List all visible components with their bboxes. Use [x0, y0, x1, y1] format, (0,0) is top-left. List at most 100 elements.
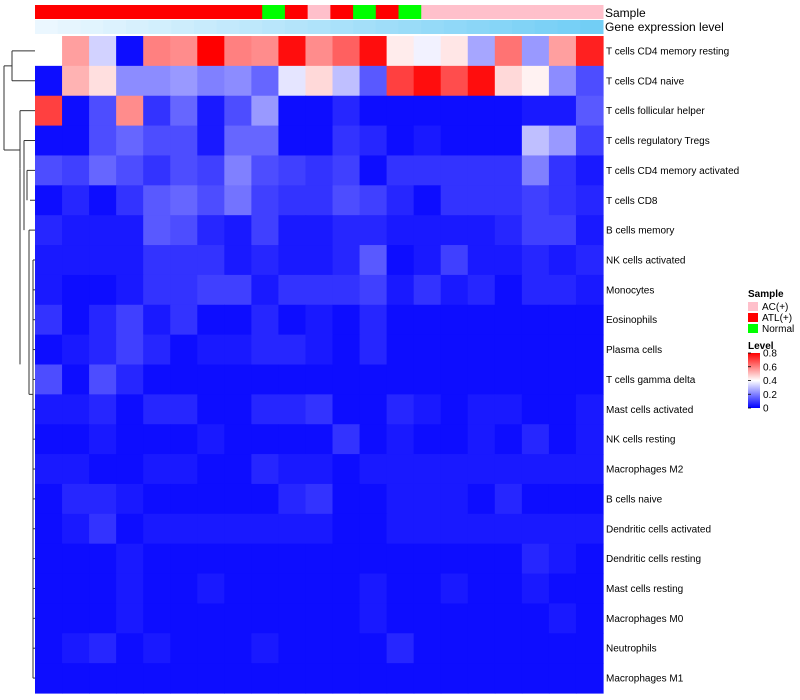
heatmap-cell — [143, 125, 171, 157]
heatmap-cell — [548, 603, 577, 634]
heatmap-cell — [197, 185, 225, 216]
heatmap-cell — [575, 125, 604, 157]
heatmap-cell — [170, 185, 198, 216]
heatmap-cell — [440, 304, 469, 336]
heatmap-cell — [278, 215, 307, 246]
heatmap-cell — [224, 513, 252, 545]
heatmap-cell — [116, 663, 144, 694]
heatmap-cell — [386, 95, 415, 127]
heatmap-cell — [413, 245, 442, 276]
heatmap-cell — [467, 36, 496, 67]
heatmap-cell — [305, 95, 334, 127]
heatmap-cell — [359, 215, 388, 246]
row-label: Macrophages M1 — [606, 674, 684, 685]
heatmap-cell — [413, 424, 442, 455]
heatmap-cell — [35, 334, 63, 366]
heatmap-cell — [143, 65, 171, 97]
legend-swatch-normal — [748, 324, 758, 333]
heatmap-cell — [548, 36, 577, 67]
heatmap-cell — [440, 95, 469, 127]
heatmap-cell — [116, 543, 144, 575]
heatmap-cell — [116, 633, 144, 664]
heatmap-cell — [440, 274, 469, 306]
heatmap-cell — [89, 215, 117, 246]
heatmap-cell — [143, 95, 171, 127]
heatmap-cell — [143, 215, 171, 246]
heatmap-cell — [170, 215, 198, 246]
heatmap-cell — [494, 394, 523, 425]
heatmap-cell — [575, 483, 604, 515]
row-label: Macrophages M0 — [606, 614, 684, 625]
heatmap-cell — [413, 483, 442, 515]
heatmap-cell — [170, 95, 198, 127]
heatmap-cell — [62, 364, 90, 395]
row-label: Mast cells resting — [606, 584, 683, 595]
heatmap-cell — [305, 483, 334, 515]
gene-annotation-cell — [512, 20, 536, 34]
gene-annotation-cell — [489, 20, 513, 34]
heatmap-cell — [305, 304, 334, 336]
heatmap-cell — [305, 245, 334, 276]
heatmap-cell — [386, 603, 415, 634]
heatmap-cell — [197, 125, 225, 157]
row-label: T cells follicular helper — [606, 106, 705, 117]
heatmap-cell — [548, 454, 577, 485]
heatmap-cell — [467, 543, 496, 575]
heatmap-cell — [143, 424, 171, 455]
heatmap-cell — [170, 274, 198, 306]
heatmap-cell — [89, 424, 117, 455]
heatmap-cell — [197, 663, 225, 694]
heatmap-cell — [116, 155, 144, 186]
heatmap-cell — [359, 274, 388, 306]
heatmap-cell — [62, 454, 90, 485]
heatmap-cell — [386, 304, 415, 336]
heatmap-cell — [413, 513, 442, 545]
heatmap-cell — [143, 334, 171, 366]
sample-annotation-cell — [125, 5, 150, 19]
gene-annotation-cell — [239, 20, 263, 34]
heatmap-cell — [359, 603, 388, 634]
heatmap-cell — [548, 364, 577, 395]
heatmap-cell — [170, 424, 198, 455]
sample-annotation-cell — [512, 5, 536, 19]
heatmap-cell — [521, 304, 550, 336]
legend-swatch-ac — [748, 302, 758, 311]
heatmap-cell — [224, 185, 252, 216]
heatmap-cell — [89, 543, 117, 575]
heatmap-cell — [35, 543, 63, 575]
heatmap-cell — [332, 573, 361, 605]
heatmap-cell — [467, 334, 496, 366]
heatmap-cell — [413, 65, 442, 97]
heatmap-cell — [494, 573, 523, 605]
gene-annotation-cell — [194, 20, 218, 34]
heatmap-cell — [440, 513, 469, 545]
heatmap-cell — [440, 543, 469, 575]
heatmap-cell — [278, 513, 307, 545]
heatmap-cell — [143, 543, 171, 575]
level-tick-label: 0.4 — [763, 376, 777, 387]
heatmap-cell — [575, 603, 604, 634]
heatmap-cell — [251, 65, 280, 97]
heatmap-cell — [170, 543, 198, 575]
heatmap-cell — [332, 454, 361, 485]
row-label: T cells CD4 memory activated — [606, 166, 739, 177]
heatmap-cell — [494, 65, 523, 97]
heatmap-cell — [521, 663, 550, 694]
sample-annotation-cell — [375, 5, 400, 19]
gene-annotation-cell — [534, 20, 559, 34]
heatmap-cell — [440, 424, 469, 455]
heatmap-cell — [521, 185, 550, 216]
heatmap-cell — [521, 95, 550, 127]
row-label: Dendritic cells activated — [606, 524, 711, 535]
heatmap-cell — [359, 663, 388, 694]
heatmap-cell — [197, 513, 225, 545]
heatmap-cell — [62, 663, 90, 694]
heatmap-cell — [467, 155, 496, 186]
heatmap-cell — [251, 185, 280, 216]
heatmap-cell — [440, 483, 469, 515]
sample-annotation-cell — [557, 5, 581, 19]
heatmap-cell — [575, 185, 604, 216]
heatmap-cell — [467, 573, 496, 605]
heatmap-cell — [35, 245, 63, 276]
